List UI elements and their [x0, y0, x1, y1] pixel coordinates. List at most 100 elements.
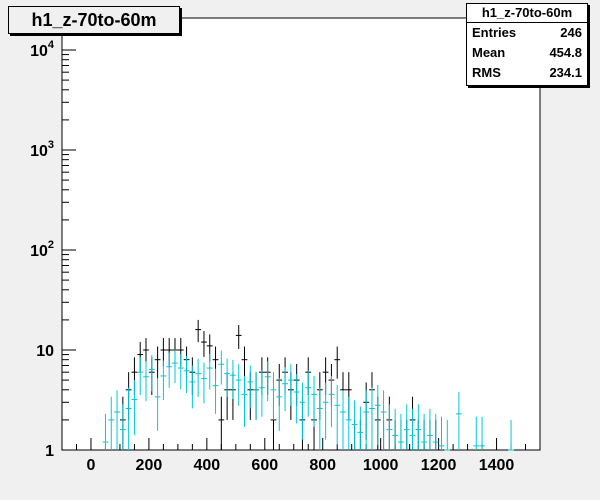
y-tick-exponent: 2	[48, 239, 54, 251]
data-point	[172, 349, 178, 383]
stats-label: RMS	[472, 65, 501, 80]
data-point	[253, 372, 259, 420]
x-tick-label: 600	[251, 457, 278, 474]
data-point	[421, 413, 428, 450]
x-tick-label: 200	[136, 457, 163, 474]
data-point	[264, 361, 271, 402]
data-point	[363, 390, 370, 450]
data-point	[287, 364, 294, 406]
x-tick-label: 0	[87, 457, 96, 474]
stats-value: 454.8	[549, 45, 582, 60]
x-tick-label: 1400	[479, 457, 515, 474]
data-point	[305, 370, 312, 417]
data-point	[235, 364, 242, 406]
data-point	[328, 375, 335, 427]
data-point	[195, 358, 202, 397]
data-point	[438, 416, 445, 450]
data-point	[282, 367, 288, 411]
y-tick-label: 1	[45, 443, 54, 460]
stats-value: 234.1	[549, 65, 582, 80]
data-point	[241, 375, 248, 427]
data-point	[322, 382, 329, 440]
stats-row-entries: Entries 246	[467, 23, 587, 43]
data-point	[409, 408, 416, 450]
data-point	[415, 404, 422, 450]
data-point	[218, 350, 225, 385]
data-point	[276, 378, 283, 431]
plot-area	[61, 17, 541, 451]
data-point	[235, 325, 242, 349]
stats-value: 246	[560, 25, 582, 40]
data-point	[218, 396, 225, 450]
data-point	[224, 358, 231, 397]
data-point	[508, 419, 514, 451]
axis-ticks	[61, 49, 527, 451]
data-point	[195, 319, 202, 343]
y-tick-label: 103	[30, 139, 54, 160]
y-tick-label: 10	[36, 343, 54, 360]
data-point	[357, 406, 364, 450]
data-point	[154, 346, 161, 379]
y-tick-label: 102	[30, 239, 54, 260]
y-tick-labels: 1 10 102 103 104	[30, 39, 55, 460]
data-point	[316, 387, 323, 450]
data-point	[230, 359, 236, 400]
data-point	[201, 331, 207, 357]
data-point	[148, 354, 155, 392]
data-point	[334, 346, 341, 379]
y-tick-exponent: 4	[48, 39, 55, 51]
stats-box: h1_z-70to-60m Entries 246 Mean 454.8 RMS…	[466, 3, 588, 86]
data-point	[479, 416, 485, 450]
stats-row-rms: RMS 234.1	[467, 63, 587, 83]
data-point	[444, 419, 451, 451]
stats-label: Mean	[472, 45, 506, 60]
data-point	[212, 368, 219, 414]
data-series	[102, 319, 514, 451]
data-point	[432, 413, 439, 450]
y-tick-exponent: 3	[48, 139, 54, 151]
data-point	[166, 352, 173, 388]
y-tick-label: 104	[30, 39, 55, 60]
stats-row-mean: Mean 454.8	[467, 43, 587, 63]
x-tick-labels: 0 200 400 600 800 1000 1200 1400	[87, 457, 515, 474]
data-point	[473, 416, 480, 450]
data-point	[299, 382, 306, 440]
data-point	[392, 408, 399, 450]
data-point	[102, 413, 109, 450]
series-1	[102, 349, 514, 451]
data-point	[403, 404, 410, 450]
data-point	[183, 356, 190, 394]
data-point	[189, 365, 196, 409]
data-point	[114, 390, 120, 450]
data-point	[143, 361, 149, 402]
data-point	[258, 370, 265, 417]
x-tick-label: 1200	[421, 457, 457, 474]
data-point	[427, 408, 433, 450]
data-point	[386, 404, 393, 450]
data-point	[293, 374, 300, 424]
data-point	[455, 391, 462, 450]
data-point	[369, 387, 375, 450]
data-point	[206, 353, 213, 390]
data-point	[398, 413, 404, 450]
x-tick-label: 800	[309, 457, 336, 474]
data-point	[125, 387, 132, 450]
data-point	[154, 378, 161, 431]
data-point	[345, 396, 352, 450]
stats-label: Entries	[472, 25, 517, 40]
data-point	[334, 384, 341, 445]
data-point	[270, 372, 277, 420]
data-point	[137, 357, 144, 395]
data-point	[119, 404, 126, 450]
x-tick-label: 400	[193, 457, 220, 474]
data-point	[340, 390, 346, 450]
histogram-title: h1_z-70to-60m	[8, 6, 180, 34]
data-point	[177, 353, 184, 390]
data-point	[160, 360, 167, 401]
data-point	[131, 380, 138, 436]
data-point	[201, 362, 207, 404]
data-point	[241, 346, 248, 379]
x-tick-label: 1000	[363, 457, 399, 474]
data-point	[380, 390, 387, 450]
